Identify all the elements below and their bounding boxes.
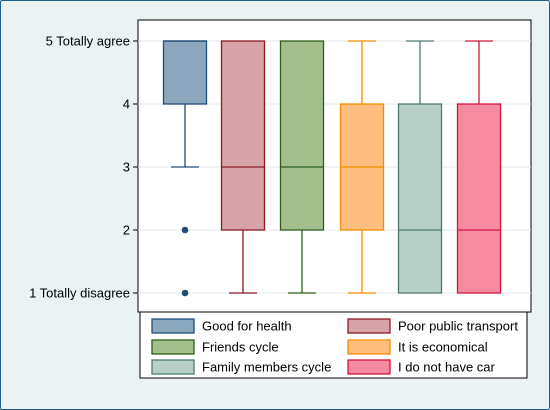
legend-label: It is economical (398, 340, 488, 355)
y-tick-label: 5 Totally agree (46, 34, 130, 49)
legend-swatch (151, 359, 195, 375)
outlier-point (181, 226, 189, 234)
y-tick-label: 2 (123, 223, 130, 238)
y-tick-label: 1 Totally disagree (29, 286, 130, 301)
legend-item-4: It is economical (347, 339, 488, 355)
legend-swatch (347, 339, 391, 355)
box-4 (339, 40, 385, 294)
box-iqr (456, 103, 502, 294)
y-axis: 5 Totally agree 4 3 2 1 Totally disagree (29, 34, 138, 301)
legend-label: Family members cycle (202, 360, 331, 375)
legend-item-5: Family members cycle (151, 359, 331, 375)
legend-item-1: Good for health (151, 318, 292, 334)
boxes (162, 40, 502, 297)
box-1 (162, 40, 208, 297)
box-iqr (162, 40, 208, 105)
legend: Good for health Poor public transport Frie… (139, 311, 528, 379)
legend-label: Friends cycle (202, 340, 279, 355)
box-iqr (220, 40, 266, 231)
legend-item-3: Friends cycle (151, 339, 279, 355)
outlier-point (181, 289, 189, 297)
box-2 (220, 40, 266, 294)
box-iqr (279, 40, 325, 231)
box-iqr (397, 103, 443, 294)
legend-box (139, 311, 528, 379)
legend-label: I do not have car (398, 360, 496, 375)
legend-swatch (347, 318, 391, 334)
legend-swatch (151, 318, 195, 334)
box-6 (456, 40, 502, 294)
legend-swatch (151, 339, 195, 355)
y-tick-label: 4 (123, 97, 130, 112)
legend-item-2: Poor public transport (347, 318, 518, 334)
box-5 (397, 40, 443, 294)
legend-label: Poor public transport (398, 319, 518, 334)
legend-item-6: I do not have car (347, 359, 496, 375)
legend-swatch (347, 359, 391, 375)
y-tick-label: 3 (123, 160, 130, 175)
legend-label: Good for health (202, 319, 292, 334)
box-3 (279, 40, 325, 294)
